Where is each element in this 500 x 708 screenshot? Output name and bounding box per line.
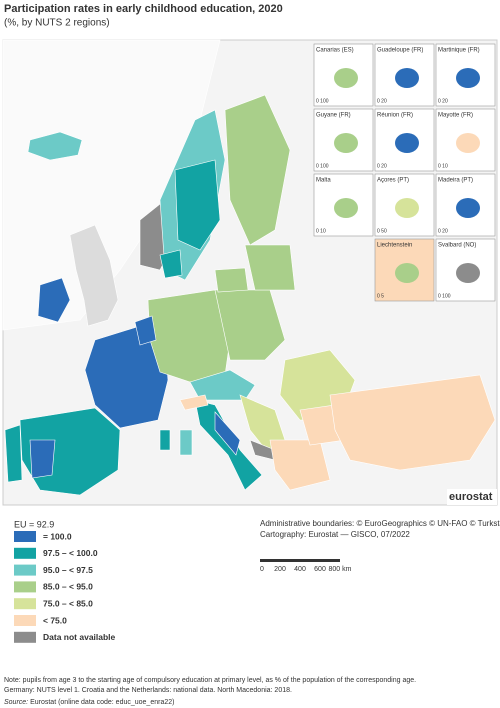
legend-swatch (14, 564, 36, 576)
note: Germany: NUTS level 1. Croatia and the N… (4, 687, 292, 694)
legend-eu: EU = 92.9 (14, 519, 54, 529)
inset-name: Malta (316, 178, 331, 184)
note: Note: pupils from age 3 to the starting … (4, 677, 416, 684)
inset-scale: 0 100 (316, 163, 329, 169)
legend-swatch (14, 581, 36, 593)
inset-land (395, 263, 419, 283)
inset-land (334, 68, 358, 88)
logo: eurostat (449, 491, 493, 503)
legend-label: Data not available (43, 632, 116, 642)
inset-name: Liechtenstein (377, 243, 412, 249)
inset-scale: 0 100 (316, 98, 329, 104)
logo-box (447, 489, 497, 505)
inset-scale: 0 100 (438, 293, 451, 299)
inset-name: Açores (PT) (377, 178, 409, 184)
legend-swatch (14, 598, 36, 610)
legend-swatch (14, 615, 36, 626)
legend-label: 85.0 – < 95.0 (43, 582, 93, 592)
map (2, 39, 496, 496)
inset-name: Réunion (FR) (377, 113, 413, 119)
inset-scale: 0 10 (316, 228, 326, 234)
source: Source: Eurostat (online data code: educ… (4, 699, 174, 706)
inset-scale: 0 5 (377, 293, 384, 299)
legend: = 100.0 97.5 – < 100.0 95.0 – < 97.5 85.0 –… (14, 531, 116, 643)
inset-name: Svalbard (NO) (438, 243, 476, 249)
title: Participation rates in early childhood e… (4, 3, 283, 15)
scale-label: 800 km (329, 566, 352, 573)
inset-name: Mayotte (FR) (438, 113, 473, 119)
inset-scale: 0 10 (438, 163, 448, 169)
inset-scale: 0 20 (438, 228, 448, 234)
inset-name: Canarias (ES) (316, 48, 354, 54)
scale-label: 200 (274, 566, 286, 573)
legend-swatch (14, 547, 36, 559)
legend-label: 97.5 – < 100.0 (43, 548, 98, 558)
inset-scale: 0 50 (377, 228, 387, 234)
credit: Cartography: Eurostat — GISCO, 07/2022 (260, 530, 410, 539)
legend-label: < 75.0 (43, 615, 67, 625)
source-text: Eurostat (online data code: educ_uoe_enr… (28, 699, 174, 706)
scale-bar: 0 200 400 600 800 km (260, 559, 352, 573)
inset-land (334, 198, 358, 218)
inset-land (456, 263, 480, 283)
inset-name: Guadeloupe (FR) (377, 48, 423, 54)
legend-swatch (14, 531, 36, 542)
inset-land (456, 68, 480, 88)
inset-land (334, 133, 358, 153)
inset-land (456, 198, 480, 218)
inset-name: Martinique (FR) (438, 48, 480, 54)
legend-label: 75.0 – < 85.0 (43, 598, 93, 608)
inset-name: Guyane (FR) (316, 113, 351, 119)
inset-scale: 0 20 (377, 98, 387, 104)
subtitle: (%, by NUTS 2 regions) (4, 18, 110, 29)
inset-name: Madeira (PT) (438, 178, 473, 184)
credit: Administrative boundaries: © EuroGeograp… (260, 519, 500, 528)
inset-land (456, 133, 480, 153)
scale-label: 400 (294, 566, 306, 573)
scale-label: 0 (260, 566, 264, 573)
inset-scale: 0 20 (438, 98, 448, 104)
inset-land (395, 68, 419, 88)
legend-label: 95.0 – < 97.5 (43, 565, 93, 575)
legend-swatch (14, 631, 36, 643)
inset-scale: 0 20 (377, 163, 387, 169)
inset-frame (435, 173, 496, 237)
insets: Canarias (ES) 0 100 Guadeloupe (FR) 0 20 Mar… (313, 43, 496, 302)
inset-land (395, 133, 419, 153)
source-label: Source: (4, 699, 28, 706)
scale-label: 600 (314, 566, 326, 573)
legend-label: = 100.0 (43, 531, 72, 541)
inset-land (395, 198, 419, 218)
